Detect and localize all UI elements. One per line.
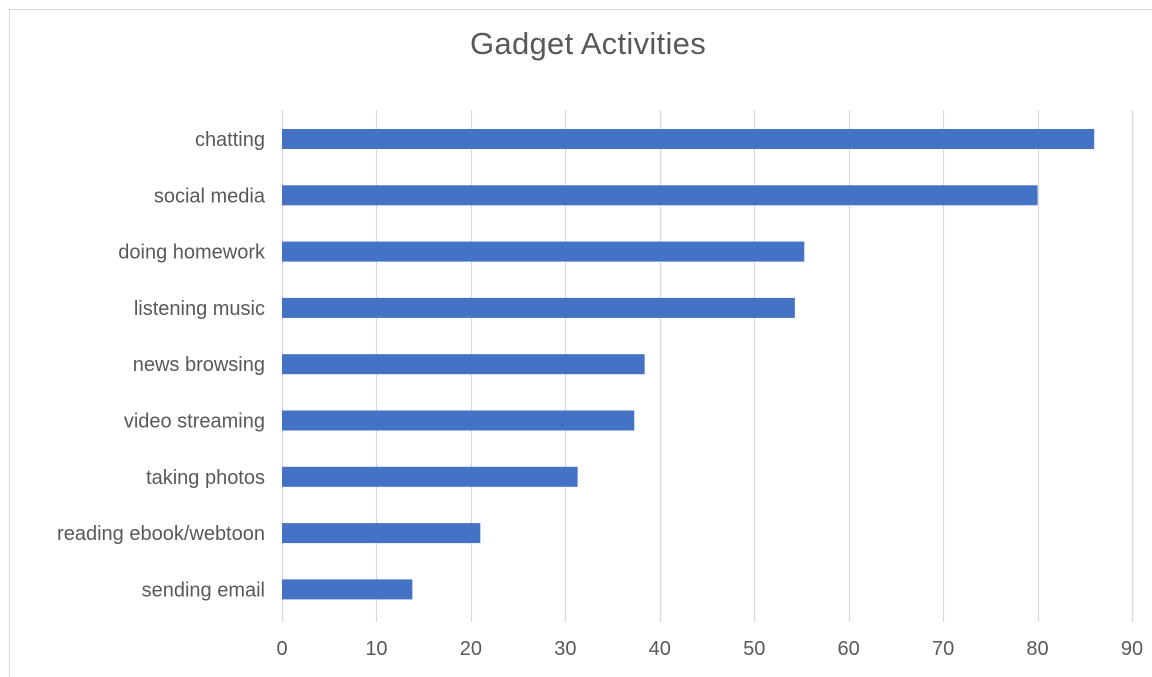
chart-title: Gadget Activities <box>470 26 706 61</box>
x-tick-label: 30 <box>554 638 576 660</box>
category-label: sending email <box>142 579 265 601</box>
x-tick-label: 20 <box>460 638 482 660</box>
category-label: video streaming <box>124 411 265 433</box>
chart-frame <box>9 9 1152 677</box>
bars <box>282 129 1095 600</box>
bar <box>282 354 645 375</box>
category-label: listening music <box>134 298 265 320</box>
x-tick-label: 70 <box>932 638 954 660</box>
x-tick-label: 90 <box>1121 638 1143 660</box>
bar <box>282 185 1038 206</box>
x-tick-label: 0 <box>276 638 287 660</box>
bar <box>282 466 578 487</box>
category-label: doing homework <box>118 242 266 264</box>
x-tick-label: 10 <box>365 638 387 660</box>
category-label: reading ebook/webtoon <box>57 523 265 545</box>
x-tick-label: 60 <box>838 638 860 660</box>
category-labels: chatting social media doing homework listen… <box>57 129 266 601</box>
category-label: news browsing <box>133 354 265 376</box>
x-tick-label: 80 <box>1026 638 1048 660</box>
bar <box>282 410 635 431</box>
category-label: social media <box>154 185 266 207</box>
bar <box>282 523 481 544</box>
category-label: taking photos <box>146 467 265 489</box>
x-tick-label: 40 <box>649 638 671 660</box>
bar <box>282 297 795 318</box>
x-tick-labels: 0 10 20 30 40 50 60 70 80 90 <box>276 638 1143 660</box>
bar <box>282 129 1095 149</box>
category-label: chatting <box>195 129 265 151</box>
bar <box>282 579 413 600</box>
bar <box>282 241 805 262</box>
x-tick-label: 50 <box>743 638 765 660</box>
